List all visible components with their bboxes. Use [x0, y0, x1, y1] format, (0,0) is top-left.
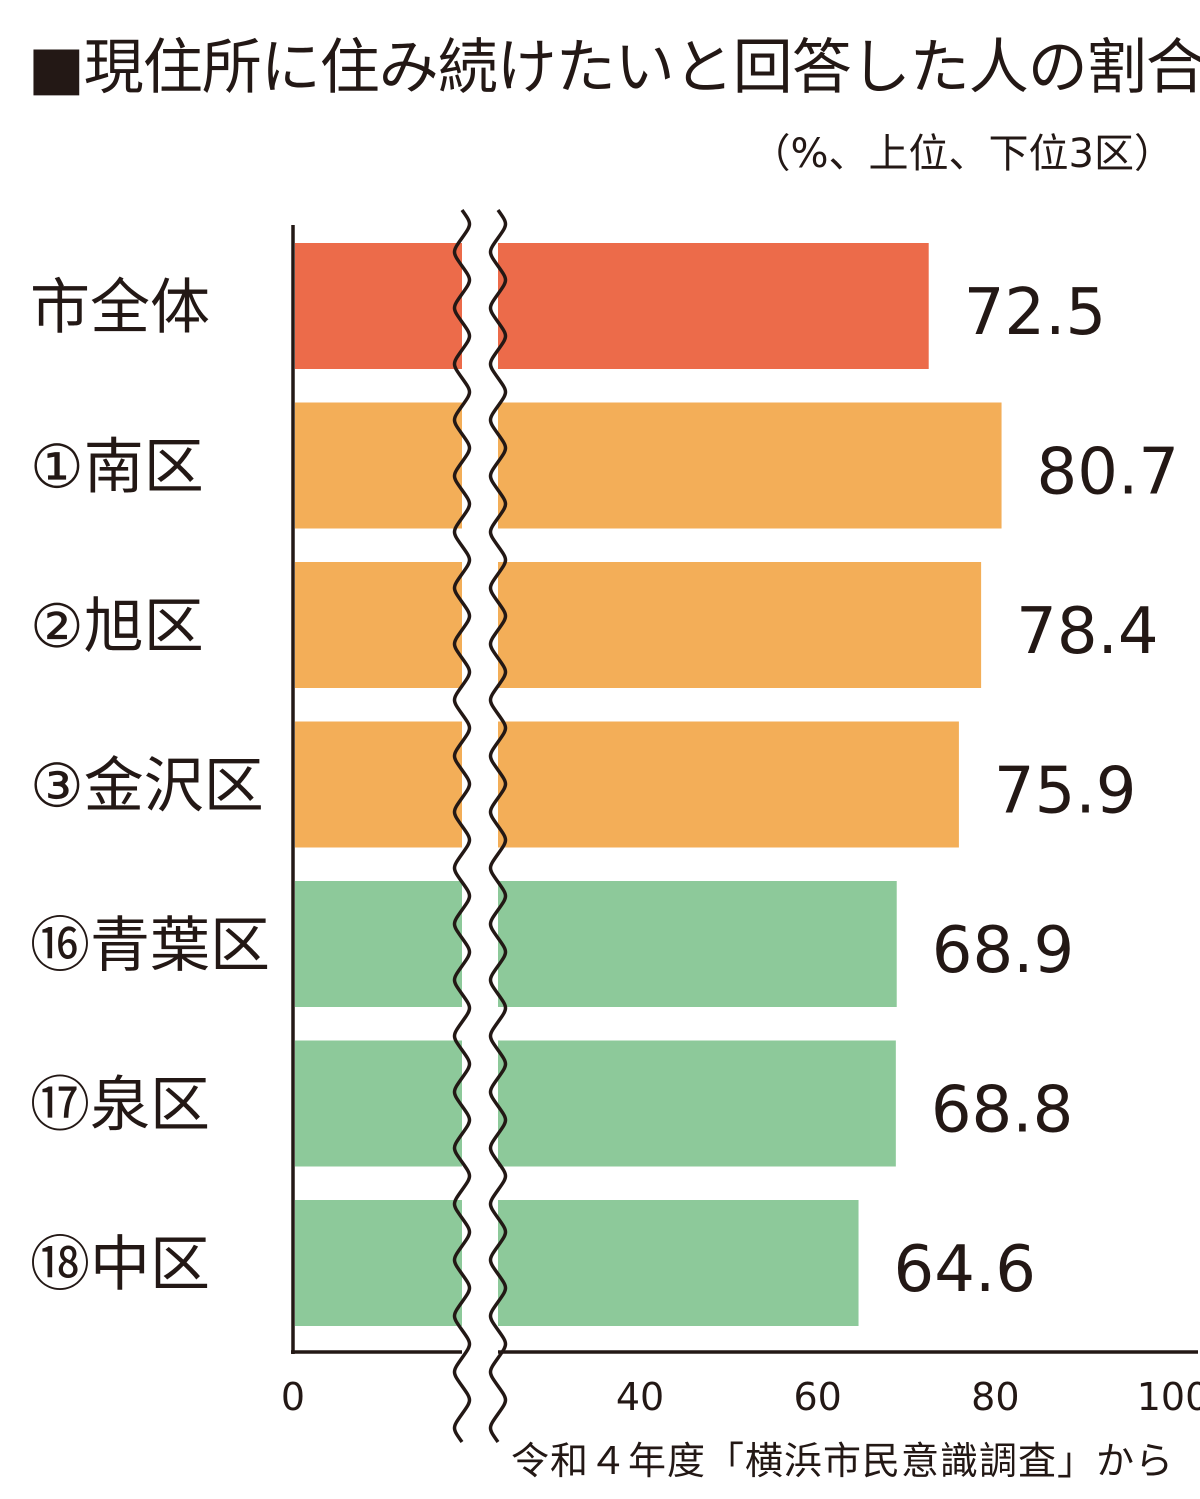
x-tick-label: 40 — [616, 1375, 664, 1419]
bar — [295, 1200, 859, 1326]
category-label: ⑱中区 — [30, 1230, 210, 1300]
axis-break-wave-right — [488, 208, 508, 1444]
bar — [295, 402, 1002, 529]
value-label: 75.9 — [994, 755, 1136, 829]
chart-title: ■現住所に住み続けたいと回答した人の割合 — [28, 33, 1200, 103]
bar — [295, 243, 929, 369]
bar — [295, 1040, 896, 1167]
value-label: 68.9 — [932, 914, 1074, 988]
category-label: ⑯青葉区 — [30, 911, 270, 981]
x-tick-label: 0 — [281, 1375, 305, 1419]
x-tick-label: 80 — [971, 1375, 1019, 1419]
bar — [295, 721, 959, 848]
value-label: 72.5 — [964, 276, 1106, 350]
chart-source: 令和４年度「横浜市民意識調査」から — [510, 1439, 1174, 1483]
category-label: ②旭区 — [30, 592, 204, 662]
bar — [295, 881, 897, 1007]
axis-break-wave-left — [452, 208, 472, 1444]
value-label: 78.4 — [1016, 595, 1159, 669]
value-label: 68.8 — [931, 1074, 1074, 1148]
chart-subtitle: （%、上位、下位3区） — [750, 131, 1174, 177]
x-tick-label: 100 — [1137, 1375, 1200, 1419]
value-label: 64.6 — [894, 1233, 1037, 1307]
category-label: ①南区 — [30, 433, 204, 503]
bar — [295, 562, 982, 688]
category-label: 市全体 — [30, 273, 210, 343]
x-tick-label: 60 — [793, 1375, 841, 1419]
category-label: ⑰泉区 — [30, 1071, 210, 1141]
category-label: ③金沢区 — [30, 752, 264, 822]
value-label: 80.7 — [1037, 436, 1180, 510]
